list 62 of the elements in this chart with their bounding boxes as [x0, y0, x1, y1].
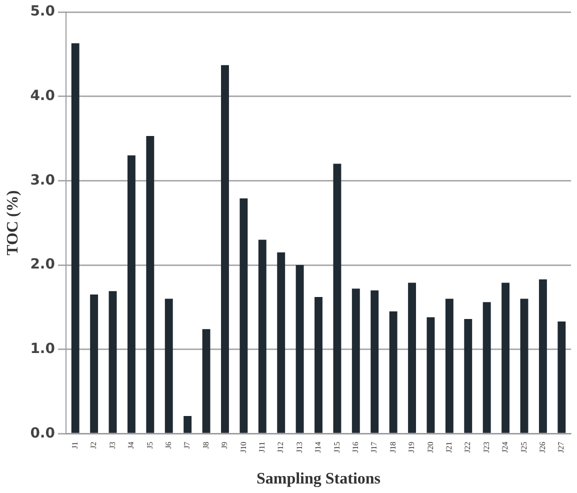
bar	[240, 198, 248, 433]
bar	[258, 240, 266, 433]
x-tick-label: J11	[257, 442, 266, 453]
x-tick-label: J4	[126, 442, 136, 449]
bar	[296, 265, 304, 433]
x-tick-label: J19	[407, 442, 416, 453]
bar	[538, 279, 547, 433]
x-tick-label: J27	[556, 442, 566, 453]
x-tick-label: J1	[70, 442, 80, 449]
bar	[164, 298, 173, 433]
x-tick-label: J7	[182, 442, 192, 449]
y-tick-label: 4.0	[30, 88, 56, 104]
y-tick-label: 5.0	[30, 4, 56, 20]
bar	[202, 329, 210, 433]
x-tick-label: J26	[538, 442, 548, 453]
x-tick-label: J5	[145, 442, 154, 449]
bar	[426, 317, 435, 433]
bar	[464, 318, 472, 433]
bar	[482, 302, 491, 433]
x-axis-title: Sampling Stations	[256, 470, 381, 488]
bar	[221, 65, 229, 433]
x-tick-label: J24	[500, 442, 510, 453]
y-axis-title: TOC (%)	[4, 190, 22, 256]
y-tick-label: 2.0	[30, 256, 56, 273]
bar	[71, 43, 80, 433]
x-tick-label: J10	[238, 442, 248, 453]
bar	[502, 282, 510, 433]
y-tick-label: 3.0	[30, 172, 56, 188]
x-tick-label: J16	[351, 442, 360, 453]
x-tick-label: J22	[463, 442, 472, 453]
x-tick-label: J15	[332, 442, 342, 453]
bar	[352, 288, 360, 433]
bar	[184, 416, 192, 433]
bar	[90, 294, 98, 433]
x-tick-label: J17	[370, 442, 379, 453]
bar	[277, 252, 286, 433]
bar	[370, 290, 379, 433]
bar	[127, 155, 136, 433]
x-tick-label: J20	[426, 442, 435, 453]
x-tick-label: J14	[314, 442, 323, 453]
x-tick-label: J2	[89, 442, 98, 449]
bar	[445, 298, 454, 433]
bar	[408, 282, 416, 433]
x-tick-label: J23	[482, 442, 491, 453]
x-tick-label: J21	[444, 442, 454, 453]
y-tick-label: 1.0	[30, 340, 56, 357]
bar	[558, 322, 566, 433]
x-tick-label: J12	[276, 442, 286, 453]
x-tick-label: J18	[388, 442, 398, 453]
bar	[314, 297, 322, 433]
bar	[108, 291, 117, 433]
y-tick-label: 0.0	[30, 425, 56, 442]
bar	[146, 136, 154, 433]
x-tick-label: J3	[108, 442, 117, 449]
x-tick-label: J9	[220, 442, 230, 449]
x-tick-label: J6	[164, 442, 173, 449]
bar	[389, 311, 398, 433]
bar	[520, 298, 528, 433]
bar	[333, 164, 342, 433]
x-tick-label: J25	[519, 442, 528, 453]
x-tick-label: J13	[294, 442, 304, 453]
x-tick-label: J8	[201, 442, 210, 449]
